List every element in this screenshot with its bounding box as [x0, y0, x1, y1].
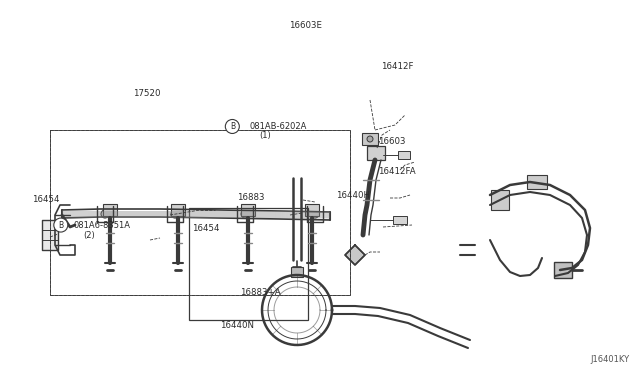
Bar	[171, 204, 185, 216]
Text: 16883: 16883	[237, 193, 264, 202]
Text: 16440H: 16440H	[336, 191, 370, 200]
Text: 17520: 17520	[133, 89, 161, 97]
Bar	[362, 133, 378, 145]
Bar	[554, 262, 572, 278]
Circle shape	[225, 119, 239, 134]
Bar	[189, 208, 308, 320]
Bar	[398, 151, 410, 159]
Text: (2): (2)	[83, 231, 95, 240]
Bar	[367, 146, 385, 160]
Text: 16454: 16454	[32, 195, 60, 203]
Bar	[345, 245, 365, 265]
Text: J16401KY: J16401KY	[591, 355, 630, 364]
Text: B: B	[230, 122, 235, 131]
Circle shape	[54, 218, 68, 232]
Bar	[241, 204, 255, 216]
Text: (1): (1)	[259, 131, 271, 140]
Circle shape	[171, 210, 179, 218]
Text: 16454: 16454	[192, 224, 220, 233]
Circle shape	[241, 210, 249, 218]
Bar	[491, 190, 509, 210]
Bar	[103, 204, 117, 216]
Text: 16412FA: 16412FA	[378, 167, 415, 176]
Text: 16412F: 16412F	[381, 62, 413, 71]
Circle shape	[311, 210, 319, 218]
Bar	[393, 216, 407, 224]
Text: 16603: 16603	[378, 137, 405, 146]
Bar	[527, 175, 547, 189]
Circle shape	[101, 210, 109, 218]
Text: 16883+A: 16883+A	[240, 288, 280, 296]
Bar	[305, 204, 319, 216]
Text: 081A6-8351A: 081A6-8351A	[74, 221, 131, 230]
Text: 16440N: 16440N	[220, 321, 254, 330]
Text: 081AB-6202A: 081AB-6202A	[250, 122, 307, 131]
Circle shape	[367, 136, 373, 142]
Text: B: B	[58, 221, 63, 230]
Bar	[291, 267, 303, 277]
Bar	[42, 220, 58, 250]
Text: 16603E: 16603E	[289, 21, 323, 30]
